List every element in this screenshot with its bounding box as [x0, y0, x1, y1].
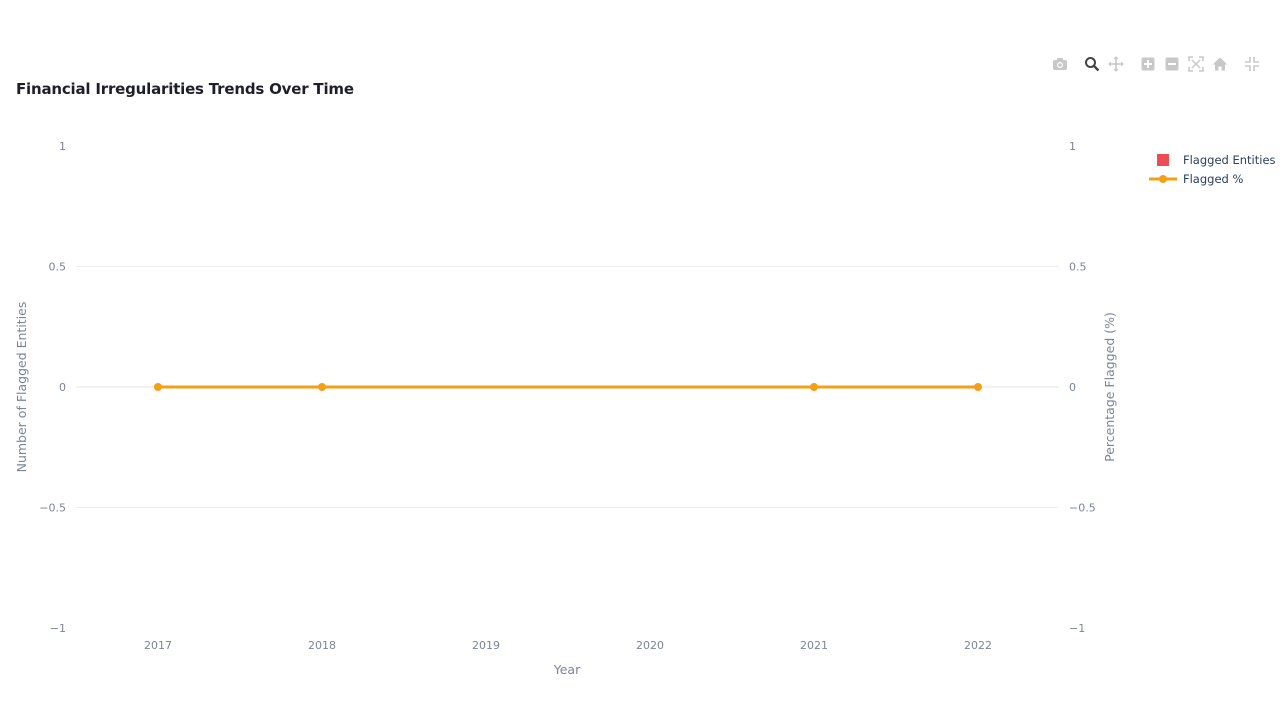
autoscale-icon[interactable]: [1184, 54, 1208, 74]
y2-tick-label: −1: [1069, 622, 1085, 635]
legend-label: Flagged %: [1183, 171, 1244, 186]
y-tick-label: −1: [50, 622, 66, 635]
modebar: [1048, 54, 1264, 74]
x-tick-label: 2019: [472, 639, 500, 652]
home-icon[interactable]: [1208, 54, 1232, 74]
x-tick-label: 2017: [144, 639, 172, 652]
y2-tick-label: 0: [1069, 381, 1076, 394]
legend-item-flagged-pct[interactable]: Flagged %: [1146, 169, 1276, 188]
y-tick-label: −0.5: [39, 502, 66, 515]
y2-axis-title: Percentage Flagged (%): [1102, 312, 1117, 462]
legend: Flagged Entities Flagged %: [1146, 150, 1276, 188]
tick-labels: 1 1 0.5 0.5 0 0 −0.5 −0.5 −1 −1 2017 2018 2019 2020 20…: [39, 140, 1095, 652]
legend-item-flagged-entities[interactable]: Flagged Entities: [1146, 150, 1276, 169]
bar-swatch-icon: [1146, 150, 1180, 169]
data-point: [974, 383, 982, 391]
camera-icon[interactable]: [1048, 54, 1072, 74]
chart-title: Financial Irregularities Trends Over Tim…: [16, 80, 354, 98]
legend-label: Flagged Entities: [1183, 152, 1276, 167]
y-tick-label: 1: [59, 140, 66, 153]
line-swatch-icon: [1146, 169, 1180, 188]
zoom-icon[interactable]: [1080, 54, 1104, 74]
x-tick-label: 2020: [636, 639, 664, 652]
x-tick-label: 2021: [800, 639, 828, 652]
spike-lines-icon[interactable]: [1240, 54, 1264, 74]
data-point: [154, 383, 162, 391]
x-tick-label: 2018: [308, 639, 336, 652]
data-point: [318, 383, 326, 391]
y-tick-label: 0.5: [49, 261, 67, 274]
y2-tick-label: 0.5: [1069, 261, 1087, 274]
y-tick-label: 0: [59, 381, 66, 394]
zoom-in-icon[interactable]: [1136, 54, 1160, 74]
pan-icon[interactable]: [1104, 54, 1128, 74]
y2-tick-label: 1: [1069, 140, 1076, 153]
y-axis-title: Number of Flagged Entities: [14, 302, 29, 473]
line-series: [154, 383, 982, 391]
x-axis-title: Year: [553, 662, 581, 677]
x-tick-label: 2022: [964, 639, 992, 652]
data-point: [810, 383, 818, 391]
y2-tick-label: −0.5: [1069, 502, 1096, 515]
zoom-out-icon[interactable]: [1160, 54, 1184, 74]
